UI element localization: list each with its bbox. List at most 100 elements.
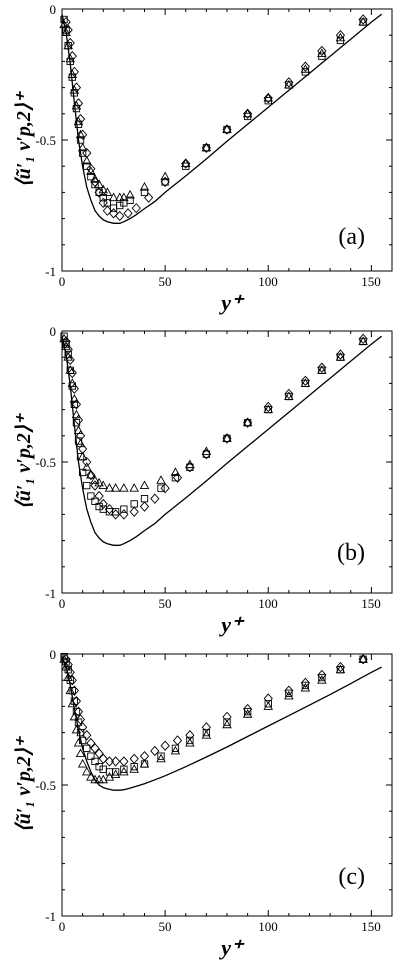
square-marker bbox=[91, 757, 99, 766]
x-tick-label-0: 0 bbox=[59, 596, 66, 611]
diamond-marker bbox=[61, 336, 71, 347]
triangle-marker bbox=[185, 737, 195, 747]
diamond-marker bbox=[86, 163, 96, 174]
square-marker bbox=[120, 505, 128, 513]
triangle-marker bbox=[77, 142, 88, 152]
diamond-marker bbox=[78, 129, 88, 140]
diamond-marker bbox=[65, 37, 75, 49]
diamond-marker bbox=[63, 659, 73, 670]
triangle-marker bbox=[139, 182, 150, 191]
diamond-marker bbox=[284, 77, 294, 88]
diamond-marker bbox=[300, 677, 310, 688]
square-marker bbox=[161, 178, 169, 186]
diamond-marker bbox=[82, 730, 92, 741]
triangle-marker bbox=[222, 719, 232, 729]
diamond-marker bbox=[65, 667, 75, 678]
diamond-marker bbox=[69, 685, 79, 696]
tick-marks bbox=[61, 653, 393, 917]
triangle-marker bbox=[125, 189, 135, 199]
diamond-marker bbox=[67, 367, 77, 379]
diamond-marker bbox=[71, 399, 82, 410]
triangle-marker bbox=[119, 483, 129, 492]
diamond-marker bbox=[119, 509, 129, 520]
diamond-marker bbox=[82, 456, 92, 468]
diamond-marker bbox=[104, 756, 115, 767]
triangle-marker bbox=[201, 142, 212, 152]
diamond-marker bbox=[102, 205, 112, 216]
diamond-marker bbox=[172, 472, 183, 483]
y-axis-label: ⟨ũ′₁ v′p,2⟩⁺ bbox=[13, 412, 35, 509]
triangle-marker bbox=[185, 459, 195, 469]
square-marker bbox=[140, 495, 149, 503]
diamond-marker bbox=[61, 654, 71, 665]
diamond-marker bbox=[67, 675, 77, 686]
diamond-marker bbox=[98, 498, 108, 510]
y-tick-label-2: -1 bbox=[45, 909, 56, 924]
square-marker bbox=[78, 149, 87, 157]
square-marker bbox=[157, 484, 165, 492]
triangle-marker bbox=[102, 187, 113, 196]
square-marker bbox=[111, 508, 120, 516]
square-marker bbox=[83, 744, 91, 752]
diamond-marker bbox=[75, 430, 86, 441]
diamond-marker bbox=[222, 124, 232, 135]
x-tick-label-0: 0 bbox=[59, 274, 66, 289]
triangle-marker bbox=[63, 352, 73, 361]
triangle-marker bbox=[108, 192, 119, 202]
diamond-marker bbox=[86, 469, 96, 481]
diamond-marker bbox=[160, 176, 170, 188]
square-marker bbox=[111, 768, 120, 776]
square-marker bbox=[243, 707, 252, 716]
triangle-marker bbox=[201, 730, 212, 739]
diamond-marker bbox=[63, 344, 73, 355]
diamond-marker bbox=[63, 24, 73, 36]
diamond-marker bbox=[144, 192, 154, 203]
triangle-marker bbox=[317, 675, 327, 684]
y-tick-label-0: 0 bbox=[50, 647, 57, 662]
square-marker bbox=[116, 201, 124, 210]
diamond-marker bbox=[67, 50, 77, 62]
diamond-marker bbox=[94, 748, 104, 759]
triangle-marker bbox=[71, 724, 82, 734]
square-marker bbox=[91, 497, 99, 505]
x-tick-label-3: 150 bbox=[361, 596, 381, 611]
triangle-marker bbox=[73, 116, 84, 126]
triangle-marker bbox=[81, 766, 92, 776]
square-marker bbox=[99, 765, 107, 773]
square-marker bbox=[285, 689, 293, 697]
diamond-marker bbox=[90, 480, 100, 491]
diamond-marker bbox=[119, 756, 129, 767]
x-tick-label-2: 100 bbox=[258, 274, 278, 289]
y-axis-label: ⟨ũ′₁ v′p,2⟩⁺ bbox=[13, 735, 35, 832]
triangle-marker bbox=[61, 661, 71, 671]
diamond-marker bbox=[263, 693, 273, 704]
diamond-marker bbox=[129, 506, 139, 517]
tick-marks bbox=[61, 330, 393, 594]
square-marker bbox=[99, 193, 107, 202]
square-marker bbox=[72, 707, 81, 716]
diamond-marker bbox=[300, 61, 310, 72]
diamond-marker bbox=[243, 108, 253, 119]
diamond-marker bbox=[75, 714, 86, 725]
triangle-marker bbox=[110, 769, 121, 778]
diamond-marker bbox=[335, 349, 346, 360]
diamond-marker bbox=[222, 433, 232, 444]
y-tick-label-2: -1 bbox=[45, 586, 56, 601]
diamond-marker bbox=[284, 685, 294, 696]
diamond-marker bbox=[78, 722, 88, 733]
triangle-marker bbox=[156, 475, 166, 484]
triangle-marker bbox=[71, 100, 82, 110]
triangle-marker bbox=[65, 685, 76, 695]
diamond-marker bbox=[61, 16, 71, 28]
diamond-marker bbox=[90, 176, 100, 188]
square-marker bbox=[223, 718, 231, 726]
triangle-marker bbox=[263, 701, 274, 710]
diamond-marker bbox=[75, 113, 86, 125]
triangle-marker bbox=[77, 758, 88, 768]
series-line bbox=[61, 13, 383, 224]
diamond-marker bbox=[150, 745, 160, 757]
triangle-marker bbox=[170, 745, 181, 755]
diamond-marker bbox=[317, 45, 327, 57]
triangle-marker bbox=[242, 108, 253, 118]
diamond-marker bbox=[139, 501, 150, 512]
